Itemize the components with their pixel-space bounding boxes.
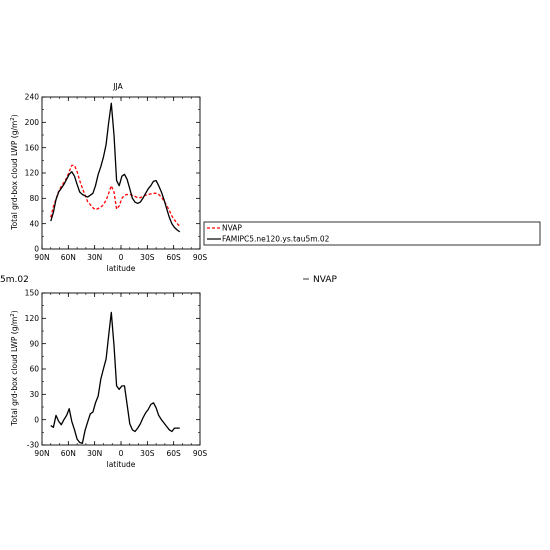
- chart-panel-top: JJA 90N 60N 30N 0 30S 60S 90S 0 40 80 120 160 200 240…: [10, 82, 207, 273]
- series-group-top: [50, 102, 181, 233]
- y-tick-label: 90: [29, 339, 39, 348]
- y-axis-label-end: ): [10, 310, 19, 313]
- series-line-famipc5-ne120-ys-tau5m-02: [50, 102, 181, 233]
- y-axis-label: Total grd-box cloud LWP (g/m2): [10, 114, 19, 231]
- series-line-difference: [50, 311, 180, 444]
- y-axis-label-main: Total grd-box cloud LWP (g/m: [10, 121, 19, 231]
- x-tick-label: 60N: [61, 449, 76, 458]
- y-tick-label: 0: [34, 415, 39, 424]
- series-group-bottom: [50, 311, 180, 444]
- y-axis-label-sup: 2: [10, 117, 16, 121]
- y-axis-label-sup: 2: [10, 313, 16, 317]
- chart-panel-bottom: 90N 60N 30N 0 30S 60S 90S -30 0 30 60 90 120 150 lati…: [10, 289, 207, 469]
- y-tick-label: -30: [27, 441, 39, 450]
- x-tick-label: 30N: [87, 449, 102, 458]
- clipped-label-fragment: 5m.02: [0, 275, 29, 285]
- y-axis-label-end: ): [10, 114, 19, 117]
- y-axis-label-main: Total grd-box cloud LWP (g/m: [10, 317, 19, 427]
- legend: NVAP FAMIPC5.ne120.ys.tau5m.02: [203, 221, 541, 246]
- x-tick-label: 90N: [34, 253, 49, 262]
- plot-frame: [41, 292, 201, 446]
- y-tick-label: 60: [29, 365, 39, 374]
- series-line-nvap: [50, 164, 181, 227]
- x-tick-label: 30S: [140, 449, 155, 458]
- y-tick-label: 160: [25, 143, 40, 152]
- x-tick-label: 90S: [193, 253, 208, 262]
- y-tick-label: 120: [25, 314, 40, 323]
- y-tick-label: 30: [29, 390, 39, 399]
- x-tick-label: 90S: [193, 449, 208, 458]
- x-tick-label: 60S: [167, 253, 182, 262]
- axes-bottom: 90N 60N 30N 0 30S 60S 90S -30 0 30 60 90 120 150: [25, 289, 208, 458]
- plot-frame: [41, 96, 201, 250]
- x-tick-label: 90N: [34, 449, 49, 458]
- y-tick-label: 240: [25, 93, 40, 102]
- y-tick-label: 120: [25, 169, 40, 178]
- partial-legend-label: NVAP: [313, 275, 337, 285]
- legend-label-famipc5: FAMIPC5.ne120.ys.tau5m.02: [222, 235, 330, 244]
- y-tick-label: 40: [29, 219, 39, 228]
- x-tick-label: 30S: [140, 253, 155, 262]
- chart-title: JJA: [112, 82, 123, 91]
- x-tick-label: 60N: [61, 253, 76, 262]
- y-axis-label: Total grd-box cloud LWP (g/m2): [10, 310, 19, 427]
- y-tick-label: 150: [25, 289, 40, 298]
- x-axis-label: latitude: [107, 460, 136, 469]
- legend-box: [203, 221, 541, 246]
- axes-top: 90N 60N 30N 0 30S 60S 90S 0 40 80 120 160 200 240: [25, 93, 208, 262]
- y-tick-label: 80: [29, 194, 39, 203]
- x-tick-label: 60S: [167, 449, 182, 458]
- y-tick-label: 0: [34, 245, 39, 254]
- x-tick-label: 0: [119, 449, 124, 458]
- y-tick-label: 200: [25, 118, 40, 127]
- x-tick-label: 30N: [87, 253, 102, 262]
- legend-label-nvap: NVAP: [222, 224, 242, 233]
- x-axis-label: latitude: [107, 264, 136, 273]
- x-tick-label: 0: [119, 253, 124, 262]
